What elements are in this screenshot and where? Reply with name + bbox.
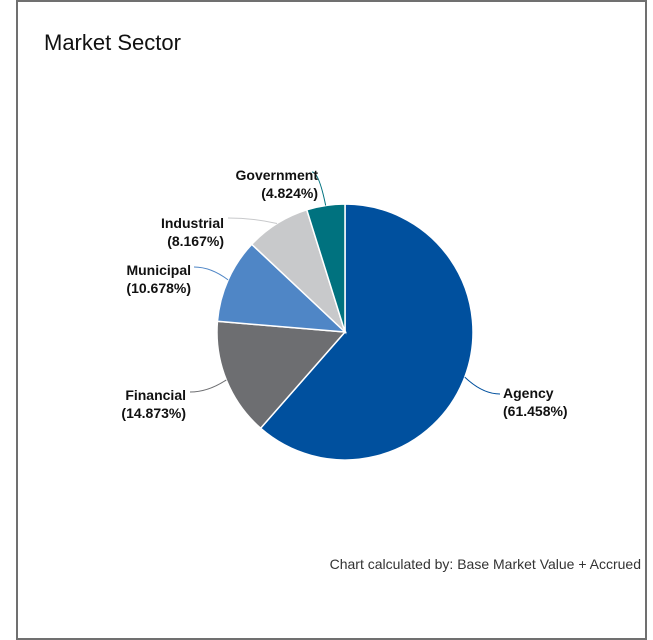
slice-label-agency: Agency (61.458%) bbox=[503, 385, 568, 419]
slice-percent: (4.824%) bbox=[261, 185, 318, 201]
slice-percent: (8.167%) bbox=[167, 233, 224, 249]
chart-footnote: Chart calculated by: Base Market Value +… bbox=[329, 556, 641, 572]
pie-slice-government[interactable] bbox=[305, 203, 346, 333]
pie-slice-agency[interactable] bbox=[259, 203, 474, 461]
slice-name: Financial bbox=[125, 387, 186, 403]
chart-title: Market Sector bbox=[44, 30, 181, 55]
slice-percent: (10.678%) bbox=[126, 280, 191, 296]
slice-label-industrial: Industrial (8.167%) bbox=[161, 215, 224, 249]
leader-line-government bbox=[311, 171, 327, 206]
leader-line-municipal bbox=[193, 266, 229, 281]
slice-name: Agency bbox=[503, 385, 554, 401]
slice-label-government: Government (4.824%) bbox=[236, 167, 319, 201]
slice-name: Government bbox=[236, 167, 319, 183]
leader-line-financial bbox=[189, 379, 227, 393]
slice-name: Municipal bbox=[126, 262, 191, 278]
slice-label-municipal: Municipal (10.678%) bbox=[126, 262, 191, 296]
slice-percent: (14.873%) bbox=[121, 405, 186, 421]
leader-line-agency bbox=[464, 376, 501, 395]
slice-label-financial: Financial (14.873%) bbox=[121, 387, 186, 421]
leader-line-industrial bbox=[227, 217, 278, 225]
pie-chart: Agency (61.458%) Financial (14.873%) Municip… bbox=[121, 167, 568, 461]
pie-slice-financial[interactable] bbox=[216, 320, 347, 430]
slice-name: Industrial bbox=[161, 215, 224, 231]
slice-percent: (61.458%) bbox=[503, 403, 568, 419]
